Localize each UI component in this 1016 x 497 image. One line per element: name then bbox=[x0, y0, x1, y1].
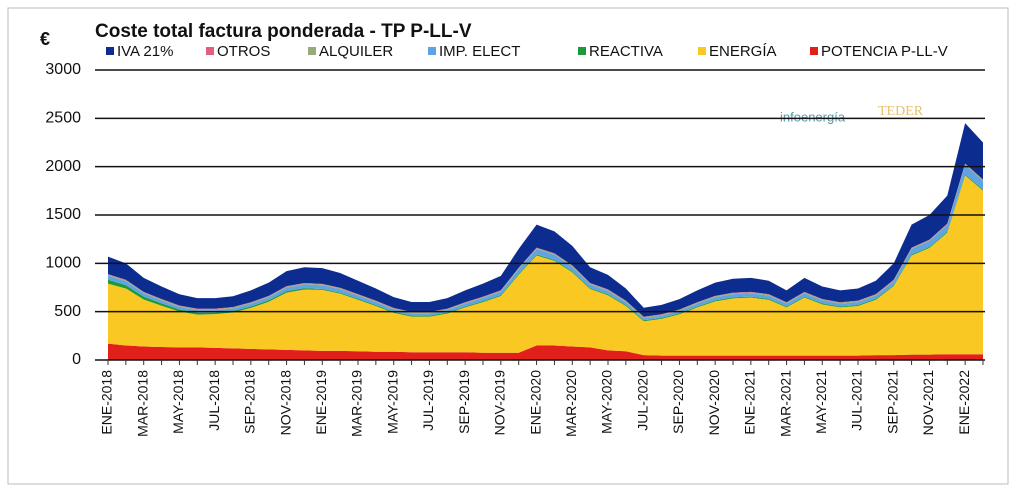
x-tick-label: NOV-2018 bbox=[277, 370, 293, 436]
chart-title: Coste total factura ponderada - TP P-LL-… bbox=[95, 21, 472, 42]
x-tick-label: NOV-2020 bbox=[706, 370, 722, 436]
x-tick-label: MAR-2019 bbox=[349, 370, 365, 437]
x-tick-label: MAR-2020 bbox=[563, 370, 579, 437]
y-tick-label: 500 bbox=[54, 303, 81, 320]
logo-text: infoenergía bbox=[780, 109, 846, 124]
x-tick-label: NOV-2019 bbox=[492, 370, 508, 436]
y-tick-label: 1000 bbox=[45, 255, 81, 272]
x-tick-label: MAY-2021 bbox=[813, 370, 829, 434]
x-tick-label: SEP-2018 bbox=[242, 370, 258, 434]
x-tick-label: JUL-2021 bbox=[849, 370, 865, 431]
legend-swatch bbox=[578, 47, 586, 55]
x-tick-label: MAY-2019 bbox=[384, 370, 400, 434]
area bbox=[108, 343, 983, 360]
x-tick-label: ENE-2022 bbox=[956, 370, 972, 435]
x-tick-label: JUL-2019 bbox=[420, 370, 436, 431]
x-tick-label: JUL-2020 bbox=[634, 370, 650, 431]
legend-label: OTROS bbox=[217, 43, 270, 60]
legend-swatch bbox=[698, 47, 706, 55]
legend-label: POTENCIA P-LL-V bbox=[821, 43, 948, 60]
y-tick-label: 3000 bbox=[45, 61, 81, 78]
y-tick-label: 0 bbox=[72, 351, 81, 368]
x-tick-label: ENE-2019 bbox=[313, 370, 329, 435]
x-tick-label: NOV-2021 bbox=[920, 370, 936, 436]
area bbox=[108, 175, 983, 356]
x-tick-label: MAR-2021 bbox=[777, 370, 793, 437]
y-tick-label: 1500 bbox=[45, 206, 81, 223]
x-tick-label: MAY-2018 bbox=[170, 370, 186, 434]
x-tick-label: SEP-2020 bbox=[670, 370, 686, 434]
x-tick-label: SEP-2019 bbox=[456, 370, 472, 434]
x-tick-label: ENE-2021 bbox=[742, 370, 758, 435]
x-tick-label: SEP-2021 bbox=[884, 370, 900, 434]
legend-swatch bbox=[106, 47, 114, 55]
x-tick-label: ENE-2018 bbox=[99, 370, 115, 435]
y-label: € bbox=[40, 29, 50, 49]
legend-swatch bbox=[308, 47, 316, 55]
x-tick-label: MAY-2020 bbox=[599, 370, 615, 434]
x-tick-label: MAR-2018 bbox=[134, 370, 150, 437]
x-tick-label: JUL-2018 bbox=[206, 370, 222, 431]
legend-swatch bbox=[428, 47, 436, 55]
legend-label: ENERGÍA bbox=[709, 43, 777, 60]
legend-label: IMP. ELECT bbox=[439, 43, 520, 60]
x-tick-label: ENE-2020 bbox=[527, 370, 543, 435]
legend-swatch bbox=[206, 47, 214, 55]
y-tick-label: 2000 bbox=[45, 158, 81, 175]
frame bbox=[7, 7, 1009, 485]
legend-label: ALQUILER bbox=[319, 43, 393, 60]
logo-text: TEDER bbox=[878, 104, 924, 119]
legend-label: IVA 21% bbox=[117, 43, 173, 60]
y-tick-label: 2500 bbox=[45, 110, 81, 127]
legend-swatch bbox=[810, 47, 818, 55]
legend-label: REACTIVA bbox=[589, 43, 663, 60]
